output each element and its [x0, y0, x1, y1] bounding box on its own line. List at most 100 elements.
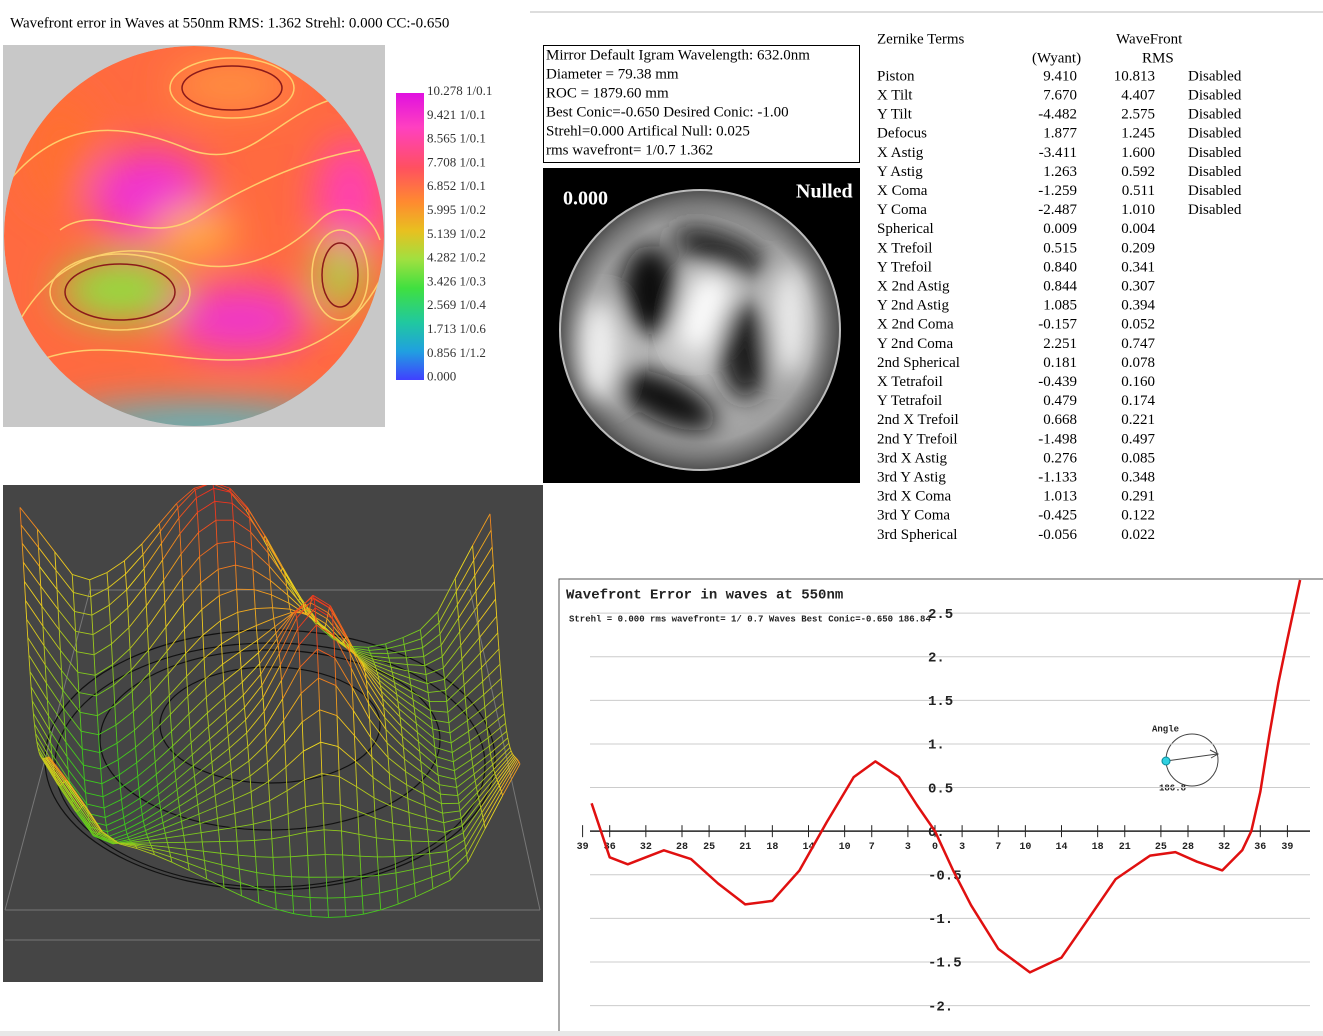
colorbar-label: 10.278 1/0.1: [427, 83, 492, 98]
term-status: Disabled: [1188, 107, 1242, 123]
wyant-value: 1.877: [1043, 126, 1077, 142]
wyant-value: 0.479: [1043, 393, 1077, 409]
y-tick-label: -1.: [928, 912, 953, 928]
wire: [411, 841, 428, 842]
angle-label: Angle: [1152, 724, 1179, 734]
rms-value: 0.022: [1121, 527, 1155, 543]
rms-value: 0.209: [1121, 240, 1155, 256]
info-line: Diameter = 79.38 mm: [546, 66, 679, 82]
rms-value: 0.341: [1121, 259, 1155, 275]
term-status: Disabled: [1188, 88, 1242, 104]
wyant-value: 0.276: [1043, 450, 1077, 466]
interferogram-mode: Nulled: [796, 181, 853, 203]
term-name: Y 2nd Coma: [877, 336, 953, 352]
x-tick-label: 18: [1092, 842, 1104, 853]
wyant-value: 0.844: [1043, 279, 1077, 295]
colorbar-label: 8.565 1/0.1: [427, 131, 486, 146]
term-name: X Coma: [877, 183, 928, 199]
wyant-value: -0.439: [1038, 374, 1077, 390]
rms-value: 0.052: [1121, 317, 1155, 333]
term-name: 2nd Y Trefoil: [877, 431, 958, 447]
x-tick-label: 32: [640, 842, 652, 853]
wyant-value: -2.487: [1038, 202, 1077, 218]
wyant-value: 0.515: [1043, 240, 1077, 256]
table-header: WaveFront: [1116, 31, 1183, 47]
wyant-value: 1.085: [1043, 298, 1077, 314]
term-status: Disabled: [1188, 126, 1242, 142]
term-name: 3rd X Coma: [877, 489, 952, 505]
x-tick-label: 18: [766, 842, 778, 853]
x-tick-label: 25: [703, 842, 715, 853]
colorbar: [396, 93, 424, 380]
wire: [310, 898, 327, 899]
wyant-value: -1.498: [1038, 431, 1077, 447]
rms-value: 4.407: [1121, 88, 1155, 104]
interferogram: 0.000 Nulled: [543, 168, 860, 483]
colorbar-label: 0.856 1/1.2: [427, 345, 486, 360]
y-tick-label: -1.5: [928, 956, 962, 972]
term-name: Y Tilt: [877, 107, 913, 123]
info-line: Mirror Default Igram Wavelength: 632.0nm: [546, 47, 810, 63]
rms-value: 0.592: [1121, 164, 1155, 180]
table-header: (Wyant): [1032, 50, 1081, 66]
term-name: X 2nd Astig: [877, 279, 950, 295]
rms-value: 0.307: [1121, 279, 1155, 295]
x-tick-label: 28: [676, 842, 688, 853]
x-tick-label: 7: [869, 842, 875, 853]
wyant-value: 0.181: [1043, 355, 1077, 371]
chart-subtitle: Strehl = 0.000 rms wavefront= 1/ 0.7 Wav…: [569, 614, 931, 624]
term-status: Disabled: [1188, 145, 1242, 161]
colorbar-labels: 10.278 1/0.1 9.421 1/0.1 8.565 1/0.1 7.708 …: [427, 83, 492, 384]
rms-value: 0.291: [1121, 489, 1155, 505]
term-name: Defocus: [877, 126, 927, 142]
rms-value: 0.122: [1121, 508, 1155, 524]
x-tick-label: 36: [1254, 842, 1266, 853]
wyant-value: -0.425: [1038, 508, 1077, 524]
x-tick-label: 32: [1218, 842, 1230, 853]
rms-value: 0.511: [1122, 183, 1155, 199]
x-tick-label: 3: [959, 842, 965, 853]
term-status: Disabled: [1188, 202, 1242, 218]
rms-value: 0.004: [1121, 221, 1155, 237]
wyant-value: 1.263: [1043, 164, 1077, 180]
wyant-value: 0.668: [1043, 412, 1077, 428]
term-name: Spherical: [877, 221, 934, 237]
rms-value: 1.600: [1121, 145, 1155, 161]
term-name: 2nd X Trefoil: [877, 412, 959, 428]
term-name: 3rd Y Coma: [877, 508, 950, 524]
colorbar-label: 5.995 1/0.2: [427, 202, 486, 217]
rms-value: 1.245: [1121, 126, 1155, 142]
interferogram-value: 0.000: [563, 188, 608, 210]
rms-value: 0.221: [1121, 412, 1155, 428]
colorbar-label: 6.852 1/0.1: [427, 178, 486, 193]
term-name: X Trefoil: [877, 240, 932, 256]
colorbar-label: 7.708 1/0.1: [427, 154, 486, 169]
colorbar-label: 2.569 1/0.4: [427, 297, 486, 312]
angle-value: 186.8: [1159, 783, 1186, 793]
wyant-value: 2.251: [1043, 336, 1077, 352]
x-tick-label: 7: [995, 842, 1001, 853]
wire: [336, 639, 337, 640]
term-status: Disabled: [1188, 68, 1242, 84]
wire: [318, 622, 319, 623]
term-name: X Tilt: [877, 88, 913, 104]
rms-value: 0.160: [1121, 374, 1155, 390]
y-tick-label: 2.: [928, 650, 945, 666]
rms-value: 2.575: [1121, 107, 1155, 123]
status-bar: [0, 1031, 1323, 1036]
colorbar-label: 9.421 1/0.1: [427, 107, 486, 122]
x-tick-label: 39: [1281, 842, 1293, 853]
x-tick-label: 3: [905, 842, 911, 853]
x-tick-label: 0: [932, 842, 938, 853]
term-name: Y Tetrafoil: [877, 393, 942, 409]
rms-value: 0.085: [1121, 450, 1155, 466]
y-tick-label: 1.: [928, 738, 945, 754]
wyant-value: 1.013: [1043, 489, 1077, 505]
colorbar-label: 1.713 1/0.6: [427, 321, 486, 336]
table-header: RMS: [1142, 50, 1174, 66]
info-line: ROC = 1879.60 mm: [546, 85, 669, 101]
rms-value: 10.813: [1114, 68, 1155, 84]
term-name: X Astig: [877, 145, 924, 161]
wyant-value: -3.411: [1039, 145, 1077, 161]
x-tick-label: 39: [577, 842, 589, 853]
